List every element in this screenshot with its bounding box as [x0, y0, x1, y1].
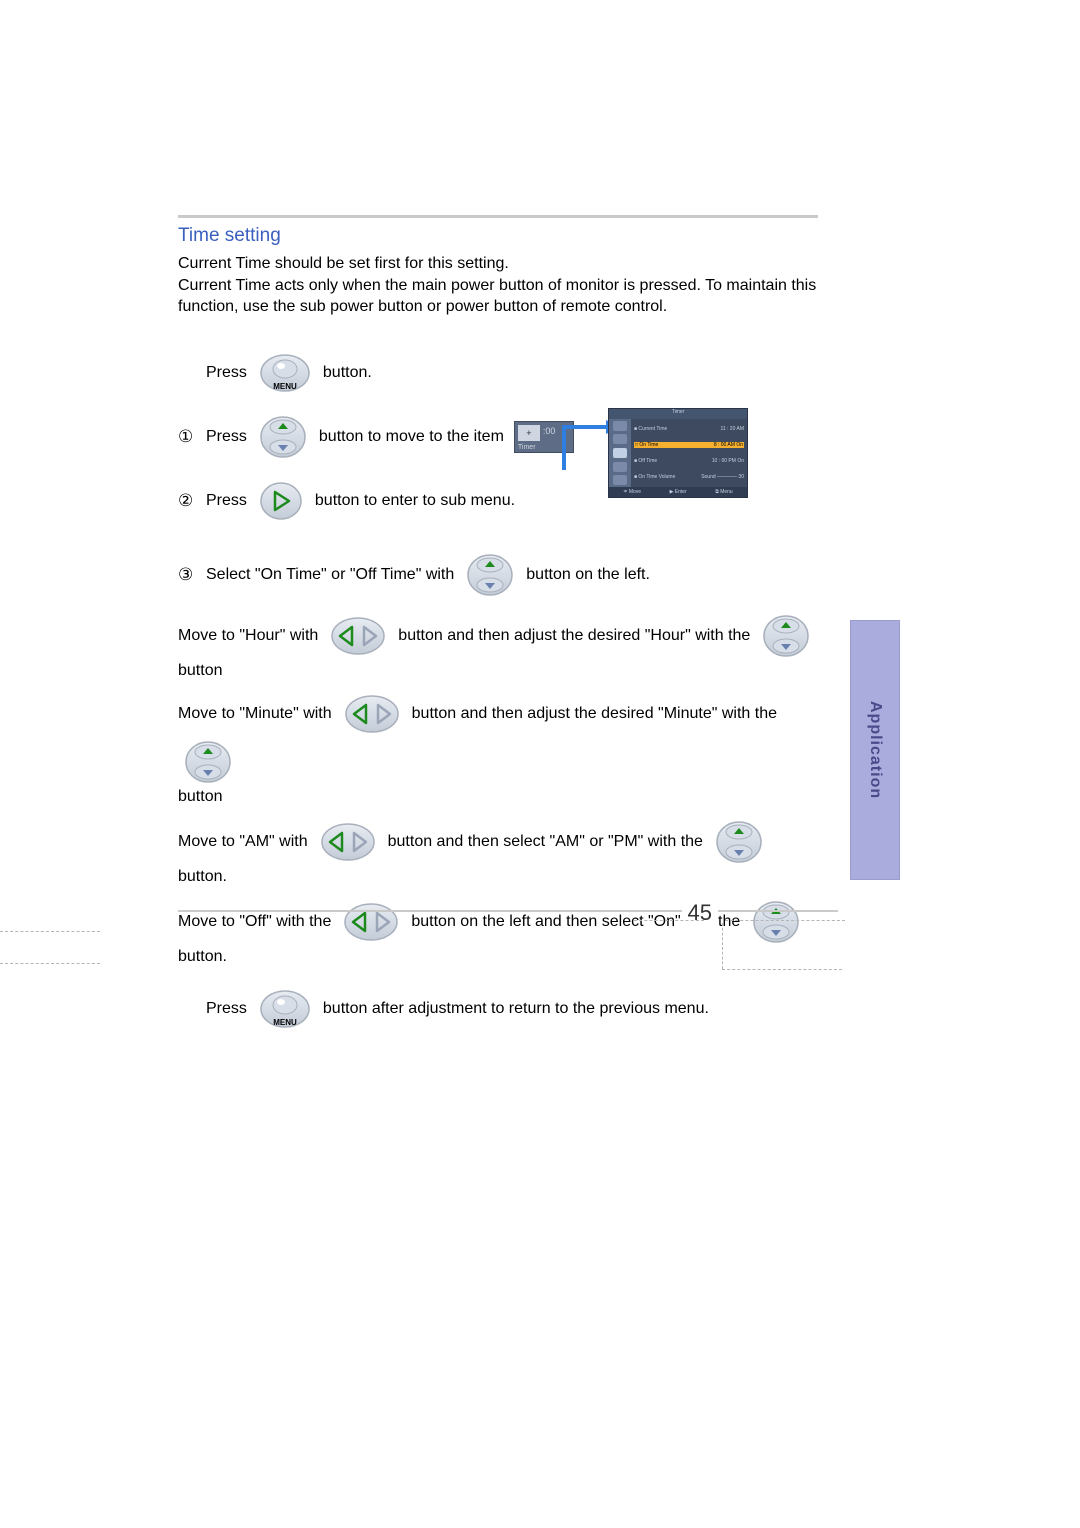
osd-cell: ■ Current Time — [634, 426, 667, 432]
text: Press — [206, 492, 247, 510]
osd-cell: □ On Time — [635, 442, 658, 448]
osd-row: ■ On Time Volume Sound ———— 30 — [634, 474, 744, 480]
page-footer-rule: 45 — [178, 910, 838, 916]
osd-row: ■ Off Time 10 : 00 PM On — [634, 458, 744, 464]
text: button after adjustment to return to the… — [323, 1000, 709, 1018]
osd-footer: ≑ Move ▶ Enter ⧉ Menu — [609, 487, 747, 497]
osd-foot-enter: ▶ Enter — [670, 489, 687, 495]
text: button on the left. — [526, 566, 650, 584]
updown-button-icon — [715, 820, 763, 864]
text: Press — [206, 428, 247, 446]
step-press-menu: Press button. — [178, 348, 828, 398]
osd-body: ■ Current Time 11 : 20 AM □ On Time 8 : 00… — [631, 419, 747, 487]
side-tab: Application — [850, 620, 900, 880]
text: Press — [206, 1000, 247, 1018]
side-tab-label: Application — [866, 701, 884, 799]
text: Move to "AM" with — [178, 833, 308, 851]
updown-button-icon — [762, 614, 810, 658]
osd-row-selected: □ On Time 8 : 00 AM On — [634, 442, 744, 448]
osd-title: Timer — [609, 409, 747, 419]
text: button. — [178, 948, 828, 966]
section-title: Time setting — [178, 225, 828, 247]
crop-mark — [722, 923, 723, 969]
osd-cell: ■ On Time Volume — [634, 474, 675, 480]
step-number: ③ — [178, 565, 206, 585]
page-number: 45 — [682, 900, 718, 926]
section-rule — [178, 215, 818, 218]
osd-cell: 11 : 20 AM — [720, 426, 744, 432]
menu-button-icon — [259, 989, 311, 1029]
leftright-button-icon — [344, 694, 400, 734]
updown-button-icon — [466, 553, 514, 597]
updown-button-icon — [752, 900, 800, 944]
osd-cell: Sound ———— 30 — [701, 474, 744, 480]
content-area: Time setting Current Time should be set … — [178, 225, 828, 1048]
intro-text: Current Time should be set first for thi… — [178, 253, 828, 318]
step-hour: Move to "Hour" with button and then adju… — [178, 614, 828, 680]
timer-digits: :00 — [543, 426, 556, 436]
step-number: ① — [178, 427, 206, 447]
step-number: ② — [178, 491, 206, 511]
osd-row: ■ Current Time 11 : 20 AM — [634, 426, 744, 432]
leftright-button-icon — [330, 616, 386, 656]
crop-mark — [725, 920, 845, 921]
step-3: ③ Select "On Time" or "Off Time" with bu… — [178, 550, 828, 600]
osd-foot-menu: ⧉ Menu — [715, 489, 732, 495]
text: Select "On Time" or "Off Time" with — [206, 566, 454, 584]
text: button and then adjust the desired "Hour… — [398, 627, 750, 645]
crop-mark — [0, 963, 100, 964]
osd-preview: Timer ■ Current Time 11 : 20 AM □ On Time… — [608, 408, 748, 498]
timer-symbol: + — [518, 425, 540, 441]
text: Press — [206, 364, 247, 382]
intro-line1: Current Time should be set first for thi… — [178, 255, 509, 272]
leftright-button-icon — [343, 902, 399, 942]
text: button — [178, 788, 828, 806]
text: button. — [178, 868, 828, 886]
step-return: Press button after adjustment to return … — [178, 984, 828, 1034]
text: button and then adjust the desired "Minu… — [412, 705, 777, 723]
osd-foot-move: ≑ Move — [623, 489, 641, 495]
osd-cell: ■ Off Time — [634, 458, 657, 464]
updown-button-icon — [184, 740, 232, 784]
text: button — [178, 662, 828, 680]
osd-cell: 8 : 00 AM On — [714, 442, 743, 448]
crop-mark — [634, 920, 704, 921]
leftright-button-icon — [320, 822, 376, 862]
menu-button-icon — [259, 353, 311, 393]
osd-menu-icons — [609, 419, 631, 487]
timer-label: Timer — [518, 444, 536, 451]
updown-button-icon — [259, 415, 307, 459]
text: button to move to the item — [319, 428, 504, 446]
text: button. — [323, 364, 372, 382]
osd-cell: 10 : 00 PM On — [712, 458, 744, 464]
crop-mark — [722, 969, 842, 970]
text: button and then select "AM" or "PM" with… — [388, 833, 703, 851]
step-minute: Move to "Minute" with button and then ad… — [178, 694, 828, 806]
crop-mark — [0, 931, 100, 932]
right-button-icon — [259, 481, 303, 521]
step-ampm: Move to "AM" with button and then select… — [178, 820, 828, 886]
text: button to enter to sub menu. — [315, 492, 515, 510]
text: Move to "Hour" with — [178, 627, 318, 645]
text: Move to "Minute" with — [178, 705, 332, 723]
intro-line2: Current Time acts only when the main pow… — [178, 277, 816, 316]
